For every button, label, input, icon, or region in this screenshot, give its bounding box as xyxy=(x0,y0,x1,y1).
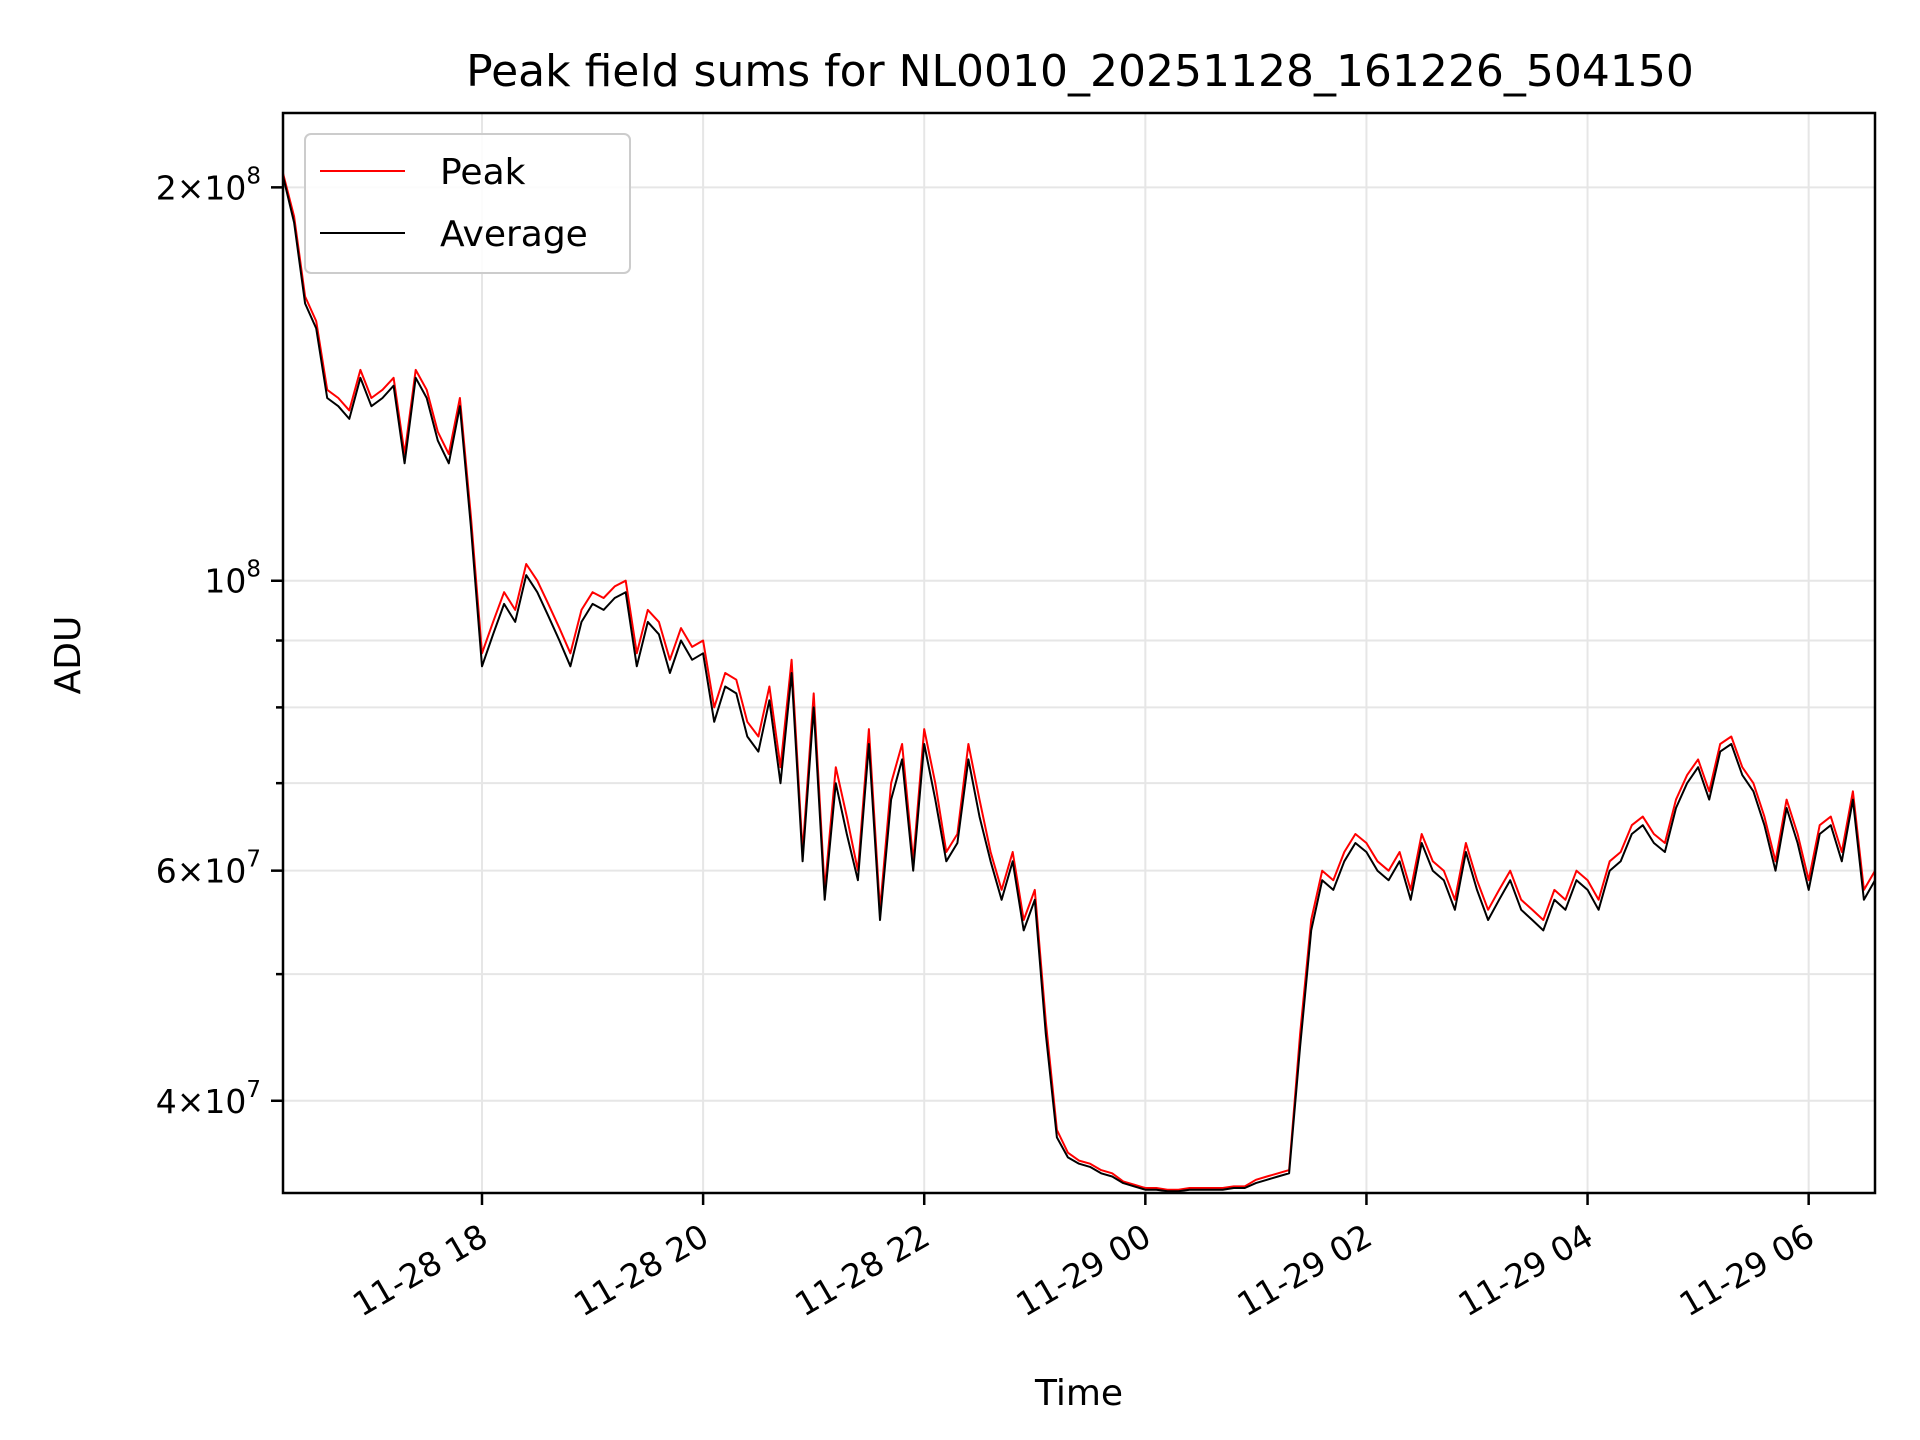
chart-title: Peak field sums for NL0010_20251128_1612… xyxy=(466,46,1694,97)
y-tick-label: 6×107 xyxy=(156,847,261,891)
axes-frame xyxy=(281,111,1877,1195)
y-tick-mantissa: 6×10 xyxy=(156,852,247,891)
legend-label-average: Average xyxy=(440,214,588,255)
series-line-peak xyxy=(282,173,1876,1191)
series-line-average xyxy=(282,175,1876,1193)
y-tick-exponent: 7 xyxy=(246,1077,261,1103)
series-lines xyxy=(282,173,1876,1193)
y-tick-exponent: 8 xyxy=(246,163,261,189)
legend-label-peak: Peak xyxy=(440,152,526,193)
y-tick-exponent: 8 xyxy=(246,557,261,583)
y-tick-label: 2×108 xyxy=(156,163,261,207)
legend: Peak Average xyxy=(304,133,631,274)
y-tick-mantissa: 4×10 xyxy=(156,1082,247,1121)
legend-box xyxy=(304,133,631,274)
y-tick-label: 4×107 xyxy=(156,1077,261,1121)
y-tick-mantissa: 2×10 xyxy=(156,168,247,207)
y-axis-label: ADU xyxy=(48,616,89,695)
y-tick-label: 108 xyxy=(204,557,261,601)
x-axis-label: Time xyxy=(1034,1373,1123,1414)
y-tick-mantissa: 10 xyxy=(204,562,246,601)
y-tick-exponent: 7 xyxy=(246,847,261,873)
